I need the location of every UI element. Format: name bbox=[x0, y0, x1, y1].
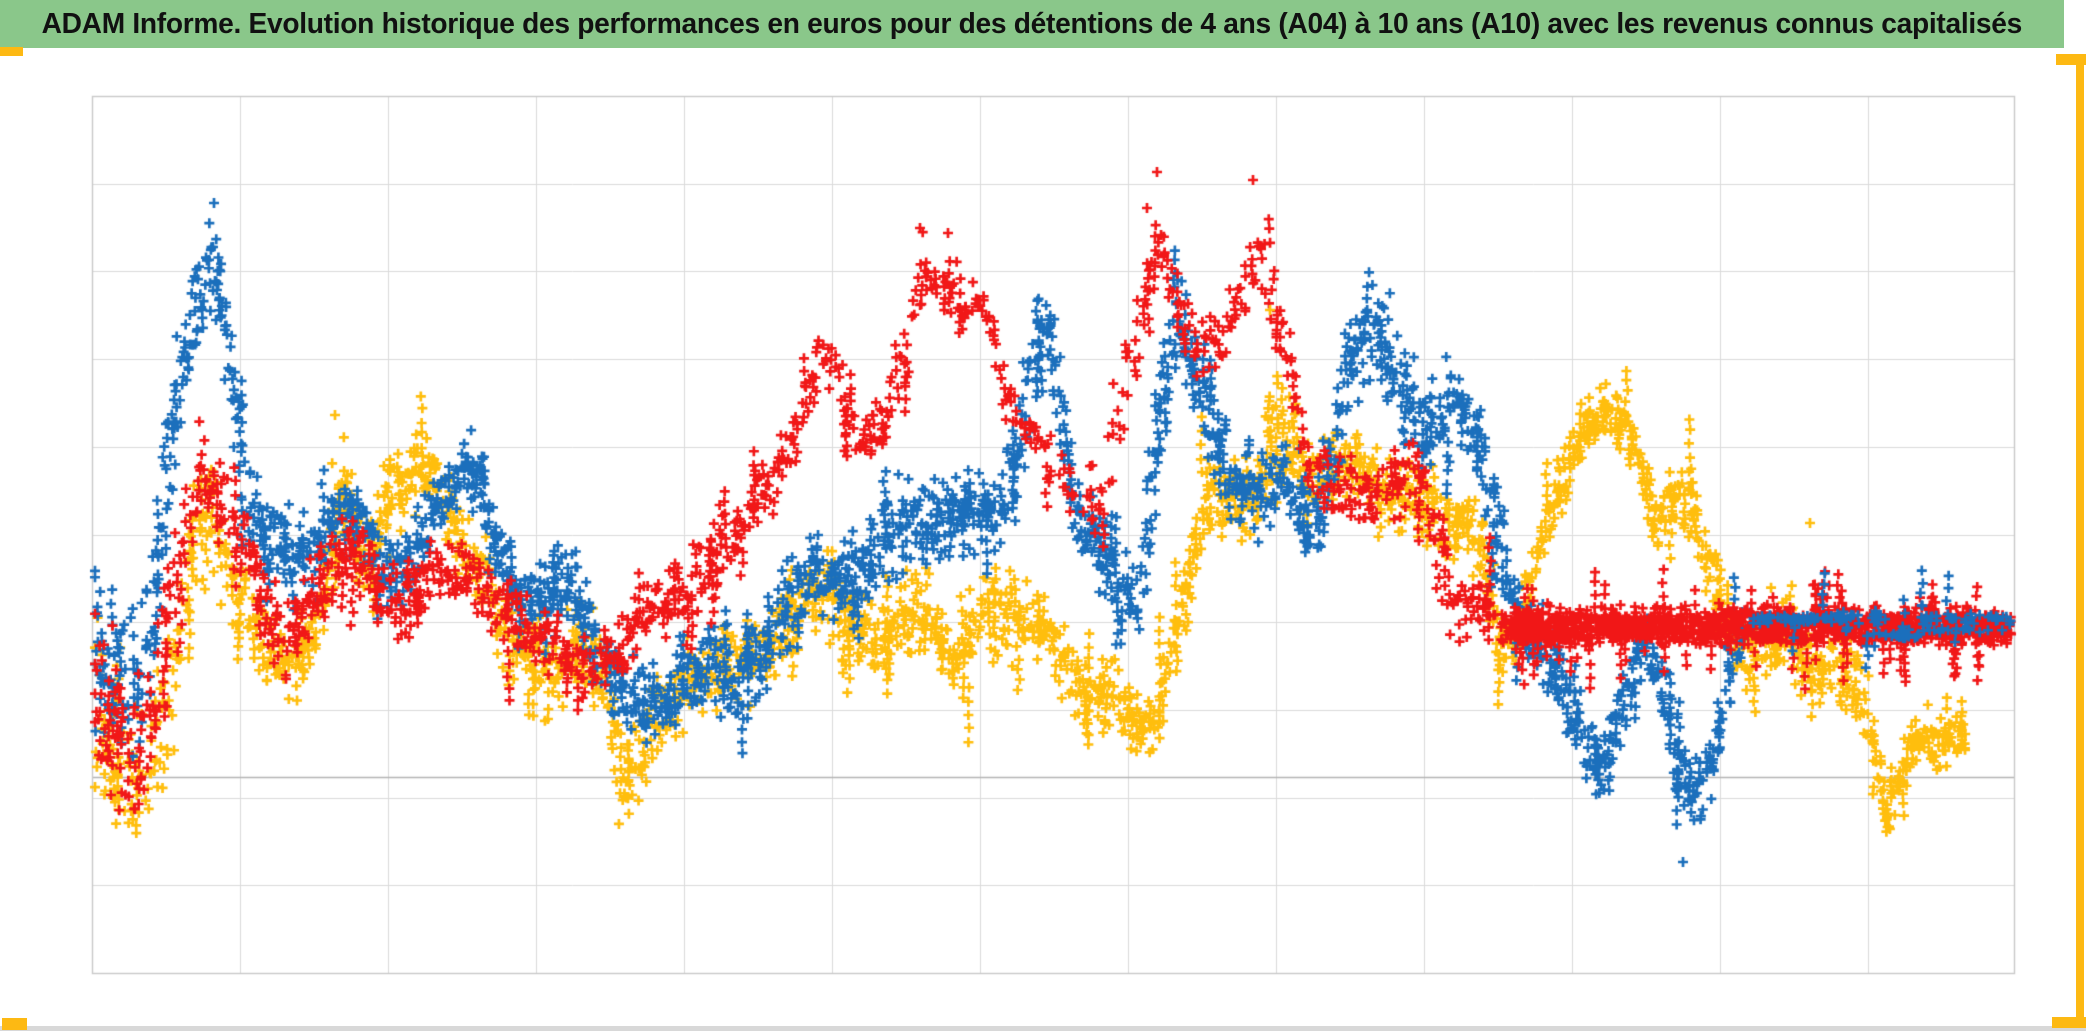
page-title: ADAM Informe. Evolution historique des p… bbox=[41, 7, 2023, 40]
bottom-bar bbox=[0, 1026, 2086, 1031]
accent-tab-top-left bbox=[0, 47, 23, 56]
title-bar: ADAM Informe. Evolution historique des p… bbox=[0, 0, 2064, 48]
accent-strip-right bbox=[2076, 54, 2084, 1027]
accent-corner-top-right-h bbox=[2056, 54, 2086, 65]
accent-tab-bottom-left bbox=[2, 1018, 27, 1030]
accent-corner-bottom-right-h bbox=[2052, 1017, 2086, 1028]
